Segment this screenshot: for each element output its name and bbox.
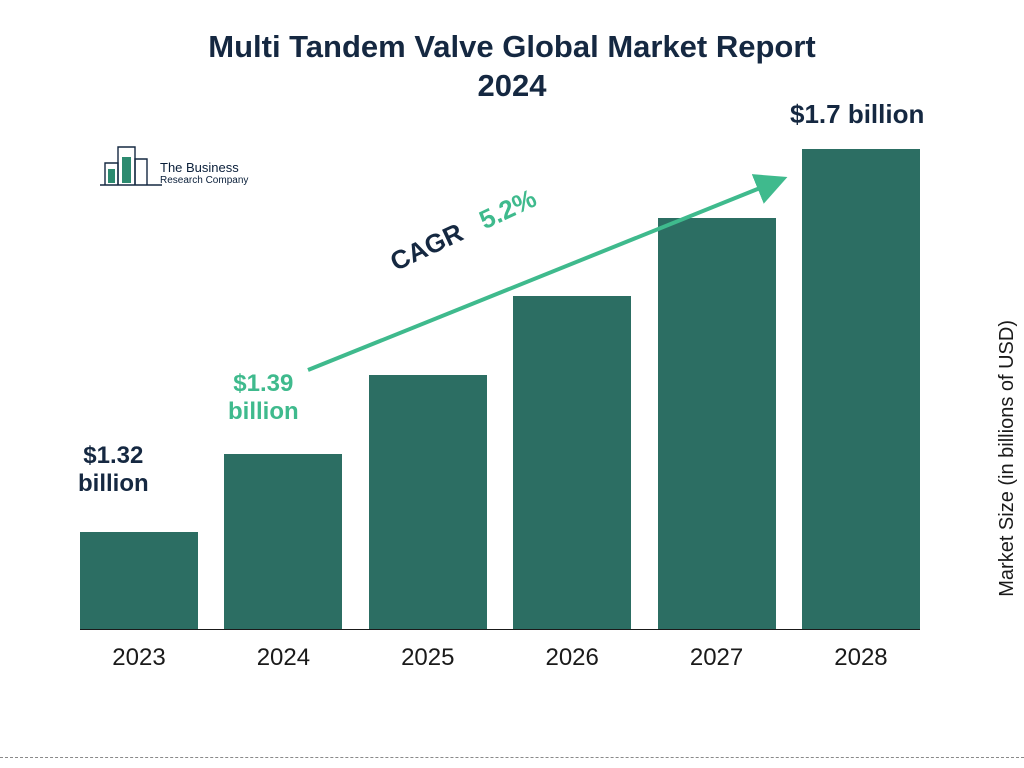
chart-title-line1: Multi Tandem Valve Global Market Report bbox=[0, 28, 1024, 67]
bar-2028 bbox=[802, 149, 920, 629]
bar-slot-3 bbox=[513, 296, 631, 629]
xlabel-5: 2028 bbox=[802, 644, 920, 672]
xlabel-4: 2027 bbox=[658, 644, 776, 672]
x-axis-labels: 2023 2024 2025 2026 2027 2028 bbox=[80, 644, 920, 672]
callout-2028: $1.7 billion bbox=[790, 100, 924, 130]
bar-slot-2 bbox=[369, 375, 487, 629]
xlabel-2: 2025 bbox=[369, 644, 487, 672]
bar-2024 bbox=[224, 454, 342, 629]
bottom-divider bbox=[0, 757, 1024, 758]
callout-2024: $1.39billion bbox=[228, 370, 299, 425]
xlabel-3: 2026 bbox=[513, 644, 631, 672]
bar-2026 bbox=[513, 296, 631, 629]
bar-2023 bbox=[80, 532, 198, 629]
bar-2025 bbox=[369, 375, 487, 629]
xlabel-0: 2023 bbox=[80, 644, 198, 672]
chart-title: Multi Tandem Valve Global Market Report … bbox=[0, 0, 1024, 106]
xlabel-1: 2024 bbox=[224, 644, 342, 672]
callout-2023: $1.32billion bbox=[78, 442, 149, 497]
bar-slot-1 bbox=[224, 454, 342, 629]
bar-slot-0 bbox=[80, 532, 198, 629]
bar-2027 bbox=[658, 218, 776, 629]
y-axis-label: Market Size (in billions of USD) bbox=[996, 320, 1019, 597]
bar-slot-4 bbox=[658, 218, 776, 629]
bar-slot-5 bbox=[802, 149, 920, 629]
